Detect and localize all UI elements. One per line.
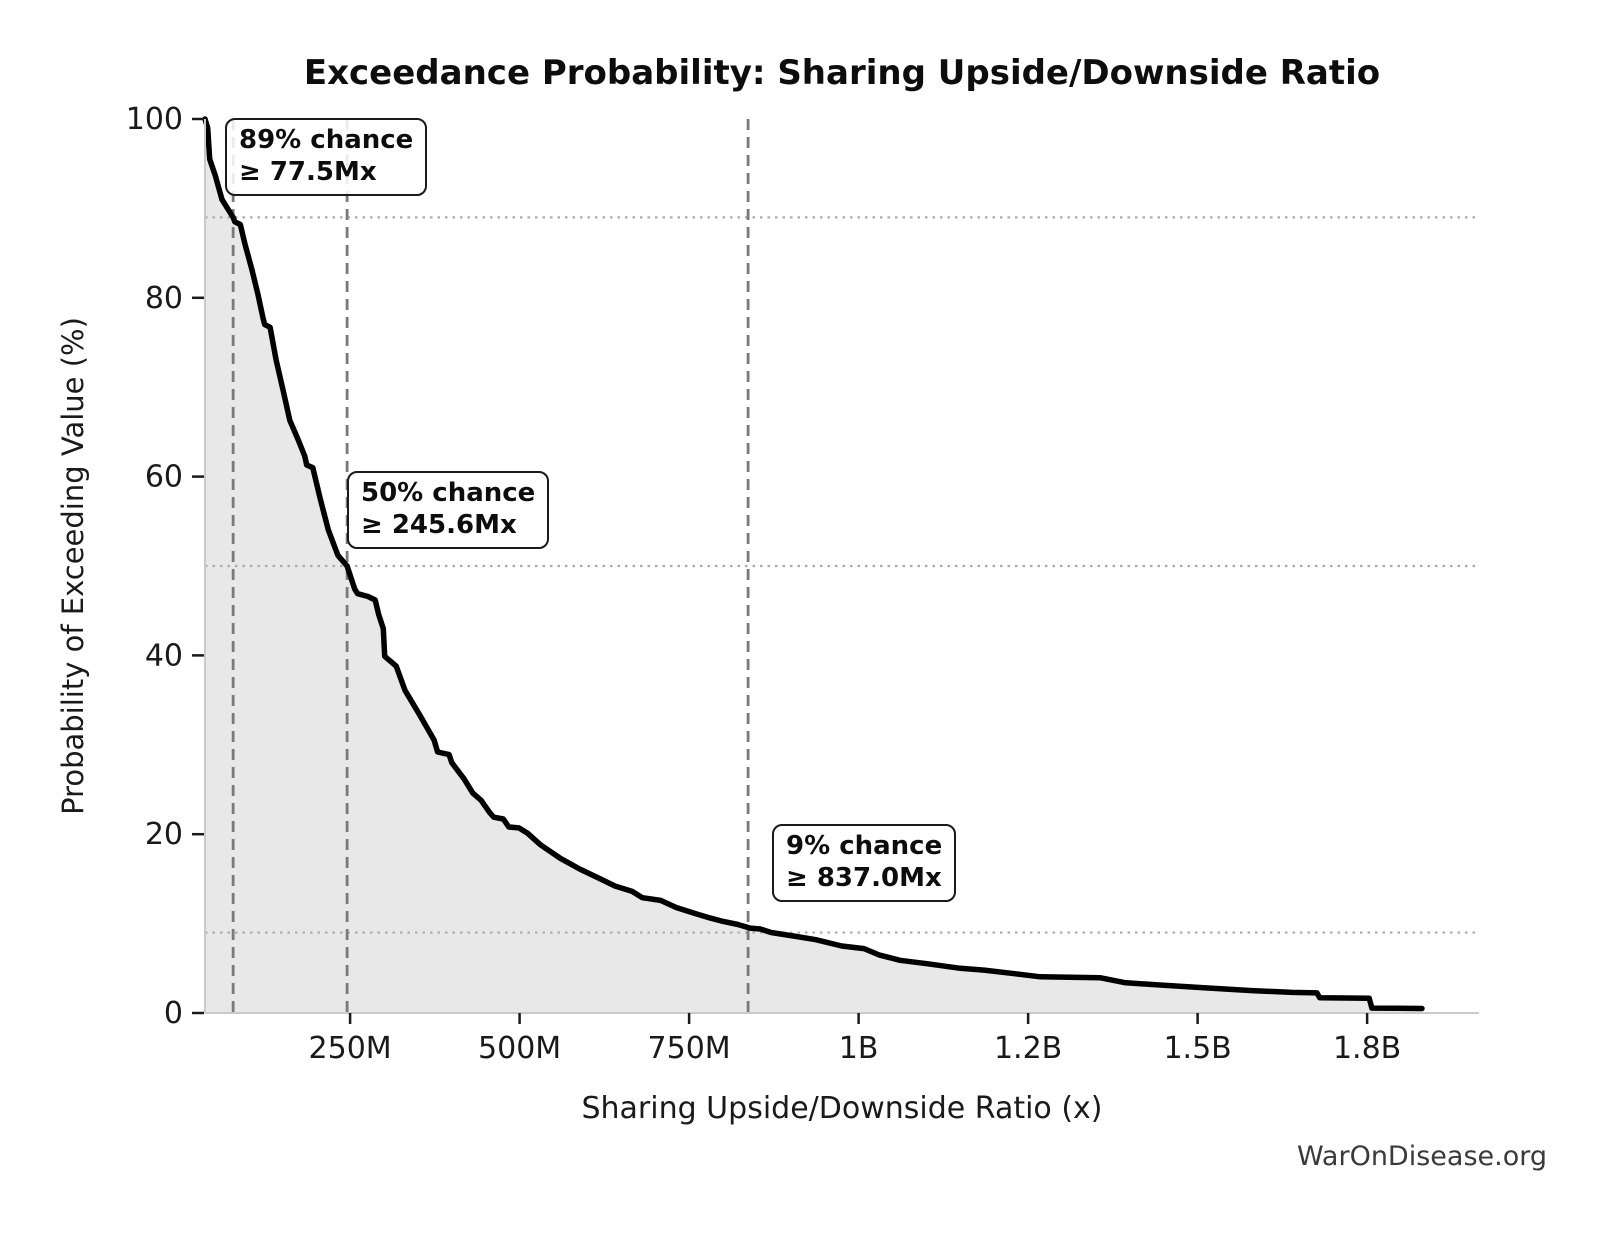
y-tick-label: 60 [145, 460, 183, 495]
x-tick-label: 750M [648, 1031, 731, 1066]
annotation-chance-text: 50% chance [361, 478, 536, 508]
annotation-value-text: ≥ 77.5Mx [239, 157, 377, 187]
y-tick-label: 20 [145, 817, 183, 852]
annotation-89-percent: 89% chance ≥ 77.5Mx [225, 118, 428, 196]
area-under-curve [205, 119, 1422, 1013]
watermark-text: WarOnDisease.org [1296, 1141, 1547, 1172]
y-tick-label: 40 [145, 638, 183, 673]
annotation-value-text: ≥ 245.6Mx [361, 510, 517, 540]
x-tick-label: 1.2B [994, 1031, 1062, 1066]
annotation-50-percent: 50% chance ≥ 245.6Mx [347, 471, 550, 549]
annotation-9-percent: 9% chance ≥ 837.0Mx [772, 824, 957, 902]
annotation-chance-text: 89% chance [239, 125, 414, 155]
x-tick-label: 1.8B [1333, 1031, 1401, 1066]
exceedance-curve [202, 116, 1425, 1012]
x-tick-label: 250M [309, 1031, 392, 1066]
y-tick-label: 80 [145, 281, 183, 316]
x-tick-label: 500M [478, 1031, 561, 1066]
x-axis-label: Sharing Upside/Downside Ratio (x) [581, 1091, 1103, 1126]
y-tick-label: 100 [126, 102, 183, 137]
annotation-chance-text: 9% chance [786, 831, 943, 861]
x-tick-label: 1.5B [1163, 1031, 1231, 1066]
x-tick-label: 1B [839, 1031, 879, 1066]
y-tick-label: 0 [164, 996, 183, 1031]
chart-title: Exceedance Probability: Sharing Upside/D… [303, 53, 1381, 93]
annotation-value-text: ≥ 837.0Mx [786, 863, 942, 893]
